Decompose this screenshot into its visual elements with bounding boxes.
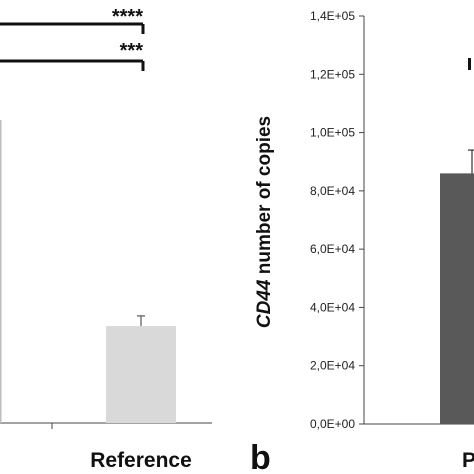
y-tick-label-3: 6,0E+04 <box>310 242 355 256</box>
significance-label-1: *** <box>120 40 144 62</box>
bar-b-0 <box>440 173 474 424</box>
category-label-0: Reference <box>90 449 192 472</box>
y-tick-label-0: 0,0E+00 <box>310 417 355 431</box>
y-tick-label-4: 8,0E+04 <box>310 184 355 198</box>
y-axis-label-gene: CD44 <box>254 279 275 328</box>
bar-0 <box>106 326 176 423</box>
y-tick-label-6: 1,2E+05 <box>310 67 355 81</box>
panel-letter-b: b <box>250 439 271 474</box>
y-tick-label-2: 4,0E+04 <box>310 300 355 314</box>
panel-a: Reference******* <box>0 6 212 472</box>
panel-b: b CD44 number of copies 0,0E+00 2,0E+04 4,… <box>250 9 474 474</box>
y-tick-label-1: 2,0E+04 <box>310 359 355 373</box>
significance-label-0: **** <box>112 6 143 28</box>
y-axis-label-text: number of copies <box>254 116 275 280</box>
y-tick-label-7: 1,4E+05 <box>310 9 355 23</box>
y-axis-label: CD44 number of copies <box>254 116 275 328</box>
category-label-b-0: P <box>462 449 474 472</box>
cropped-significance-mark <box>468 58 471 70</box>
y-tick-label-5: 1,0E+05 <box>310 126 355 140</box>
